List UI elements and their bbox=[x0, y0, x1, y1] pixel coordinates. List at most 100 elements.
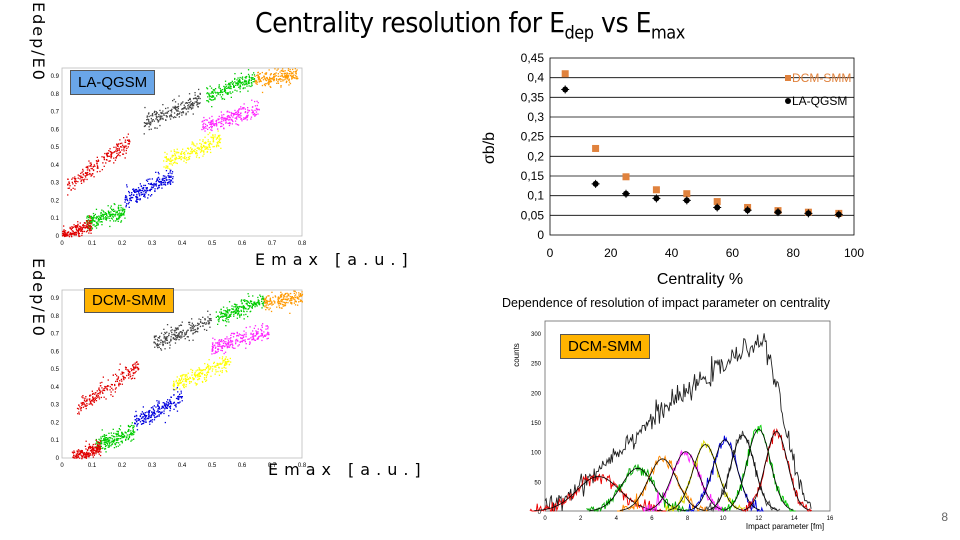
scatter-point bbox=[130, 432, 132, 434]
scatter-point bbox=[162, 104, 164, 106]
scatter-point bbox=[241, 340, 243, 342]
scatter-point bbox=[284, 298, 286, 300]
scatter-point bbox=[240, 300, 242, 302]
scatter-point bbox=[165, 338, 167, 341]
scatter-point bbox=[76, 454, 79, 456]
scatter-point bbox=[123, 376, 125, 378]
scatter-point bbox=[218, 345, 220, 347]
scatter-point bbox=[261, 300, 263, 302]
scatter-point bbox=[85, 231, 88, 233]
scatter-point bbox=[211, 115, 213, 118]
scatter-point bbox=[118, 382, 120, 384]
scatter-point bbox=[82, 174, 85, 176]
scatter-point bbox=[123, 150, 125, 152]
scatter-point bbox=[104, 440, 106, 442]
scatter-point bbox=[199, 97, 201, 100]
x-tick-label: 6 bbox=[650, 516, 654, 522]
scatter-point bbox=[202, 125, 204, 128]
scatter-point bbox=[135, 364, 137, 366]
scatter-point bbox=[170, 150, 172, 152]
scatter-point bbox=[236, 340, 238, 342]
scatter-point bbox=[288, 300, 291, 302]
scatter-point bbox=[180, 324, 182, 326]
scatter-point bbox=[118, 214, 120, 216]
scatter-point bbox=[126, 434, 128, 436]
scatter-point bbox=[175, 156, 177, 158]
scatter-point bbox=[244, 339, 246, 341]
scatter-point bbox=[277, 73, 279, 75]
scatter-point bbox=[152, 411, 155, 414]
scatter-point bbox=[79, 227, 81, 229]
scatter-point bbox=[257, 102, 259, 104]
scatter-point bbox=[174, 105, 176, 107]
scatter-point bbox=[284, 78, 286, 80]
scatter-point bbox=[114, 215, 116, 217]
scatter-point bbox=[218, 84, 220, 86]
scatter-point bbox=[156, 344, 158, 347]
scatter-point bbox=[244, 341, 246, 343]
scatter-point bbox=[226, 116, 229, 118]
scatter-point bbox=[75, 180, 77, 182]
scatter-point bbox=[212, 119, 214, 121]
scatter-point bbox=[124, 209, 126, 211]
scatter-point bbox=[290, 302, 292, 304]
scatter-point bbox=[170, 109, 173, 112]
scatter-point bbox=[208, 127, 210, 129]
scatter-point bbox=[241, 334, 243, 337]
scatter-point bbox=[170, 330, 172, 332]
scatter-point bbox=[76, 451, 78, 453]
scatter-point bbox=[222, 124, 224, 126]
scatter-point bbox=[156, 338, 158, 341]
y-tick-label: 0.7 bbox=[51, 110, 60, 116]
scatter-point bbox=[148, 115, 150, 118]
scatter-point bbox=[223, 120, 225, 122]
scatter-point bbox=[265, 79, 267, 81]
scatter-point bbox=[158, 180, 160, 183]
scatter-point bbox=[99, 382, 101, 384]
scatter-point bbox=[160, 349, 163, 351]
scatter-point bbox=[89, 222, 91, 225]
scatter-point bbox=[213, 89, 216, 91]
scatter-point bbox=[212, 91, 214, 93]
scatter-point bbox=[267, 326, 269, 328]
scatter-point bbox=[172, 178, 174, 180]
scatter-point bbox=[133, 194, 135, 196]
scatter-point bbox=[166, 342, 168, 344]
scatter-point bbox=[166, 112, 169, 114]
scatter-point bbox=[247, 90, 249, 92]
scatter-point bbox=[251, 338, 254, 340]
scatter-point bbox=[205, 322, 208, 324]
scatter-point bbox=[261, 335, 263, 337]
scatter-point bbox=[229, 117, 231, 119]
scatter-point bbox=[206, 151, 208, 153]
scatter-point bbox=[191, 105, 193, 107]
scatter-point bbox=[297, 304, 299, 306]
scatter-point bbox=[189, 97, 191, 100]
scatter-point bbox=[185, 384, 187, 386]
scatter-point bbox=[126, 369, 128, 371]
scatter-point bbox=[92, 400, 94, 402]
scatter-point bbox=[273, 80, 275, 82]
scatter-point bbox=[151, 194, 153, 196]
scatter-point bbox=[183, 384, 185, 386]
scatter-point bbox=[285, 301, 287, 304]
scatter-point bbox=[173, 116, 176, 118]
scatter-point bbox=[135, 191, 137, 193]
scatter-point bbox=[163, 183, 165, 186]
scatter-point bbox=[182, 101, 184, 103]
scatter-point bbox=[191, 107, 193, 109]
scatter-point bbox=[243, 300, 246, 302]
scatter-point bbox=[268, 83, 270, 85]
scatter-point bbox=[212, 139, 214, 141]
scatter-point bbox=[160, 412, 162, 414]
scatter-point bbox=[147, 194, 150, 196]
scatter-point bbox=[103, 434, 105, 436]
y-tick-label: 50 bbox=[534, 480, 541, 486]
scatter-point bbox=[84, 397, 86, 399]
scatter-point bbox=[175, 332, 178, 334]
scatter-point bbox=[275, 78, 278, 80]
scatter-point bbox=[220, 349, 222, 351]
scatter-point bbox=[157, 185, 160, 187]
scatter-point bbox=[133, 425, 135, 427]
scatter-point bbox=[122, 213, 125, 216]
